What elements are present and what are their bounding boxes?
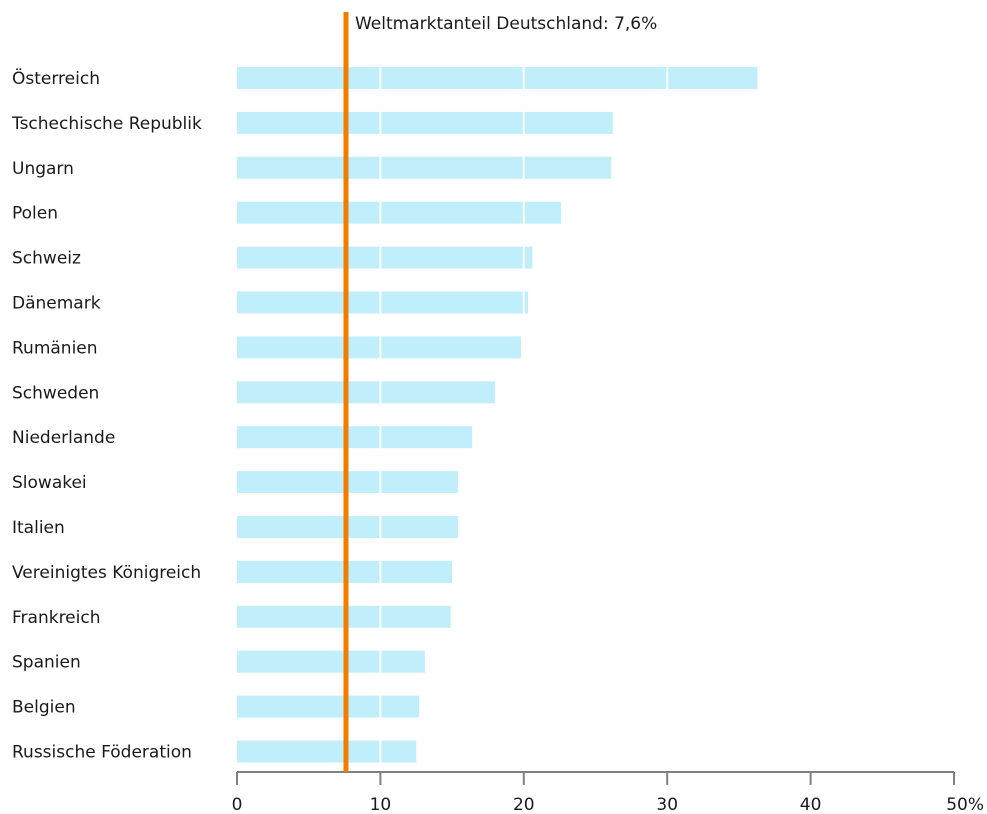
bar-15	[237, 741, 416, 763]
bar-5	[237, 292, 528, 314]
category-label-7: Schweden	[12, 383, 99, 403]
category-label-5: Dänemark	[12, 294, 101, 314]
category-label-0: Österreich	[12, 67, 100, 89]
bar-14	[237, 696, 419, 718]
x-tick-label-3: 30	[656, 795, 678, 814]
bar-4	[237, 247, 532, 269]
category-label-12: Frankreich	[12, 608, 101, 628]
category-label-15: Russische Föderation	[12, 743, 192, 763]
category-label-10: Italien	[12, 518, 65, 538]
category-label-11: Vereinigtes Königreich	[12, 563, 201, 583]
category-label-8: Niederlande	[12, 428, 115, 448]
bar-6	[237, 336, 521, 358]
bar-2	[237, 157, 611, 179]
category-label-6: Rumänien	[12, 338, 98, 358]
bar-1	[237, 112, 613, 134]
category-label-9: Slowakei	[12, 473, 87, 493]
category-labels: Österreich Tschechische Republik Ungarn Pol…	[11, 67, 202, 763]
bar-8	[237, 426, 472, 448]
x-tick-label-2: 20	[513, 795, 535, 814]
x-tick-label-5: 50%	[946, 795, 984, 814]
bar-0	[237, 67, 758, 89]
bar-3	[237, 202, 561, 224]
bar-7	[237, 381, 495, 403]
bars-layer	[237, 67, 758, 763]
x-tick-label-1: 10	[370, 795, 392, 814]
category-label-14: Belgien	[12, 698, 76, 718]
category-label-13: Spanien	[12, 653, 81, 673]
category-label-1: Tschechische Republik	[11, 114, 202, 134]
x-tick-label-4: 40	[800, 795, 822, 814]
category-label-2: Ungarn	[12, 159, 74, 179]
bar-13	[237, 651, 425, 673]
x-tick-label-0: 0	[232, 795, 243, 814]
reference-line-label: Weltmarktanteil Deutschland: 7,6%	[355, 14, 657, 34]
category-label-4: Schweiz	[12, 249, 81, 269]
x-axis: 0 10 20 30 40 50%	[232, 772, 984, 814]
category-label-3: Polen	[12, 204, 58, 224]
